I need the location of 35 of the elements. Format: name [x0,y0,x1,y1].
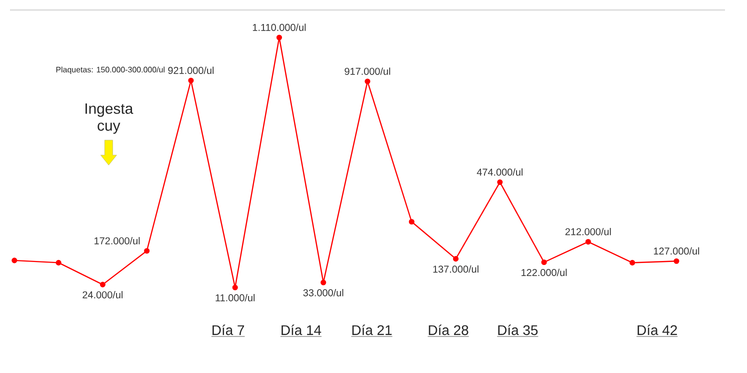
data-label: 921.000/ul [168,66,214,74]
data-label: 122.000/ul [522,268,567,276]
data-label: 24.000/ul [82,291,123,298]
point [408,218,414,225]
point [452,256,459,262]
point [232,284,238,290]
data-label: 212.000/ul [565,228,611,236]
point [56,260,62,266]
text: Día 35 [498,324,538,336]
text: Día 7 [212,324,244,336]
point [364,78,370,84]
data-label: 172.000/ul [94,237,140,244]
point [541,259,547,266]
data-label: 127.000/ul [654,247,700,255]
data-label: 33.000/ul [303,289,344,296]
point [585,238,591,245]
point [630,260,636,266]
text: Día 21 [352,324,392,336]
annotation: Ingesta cuy [86,103,134,134]
text: Día 28 [428,324,468,336]
point [320,280,326,286]
point [497,179,503,185]
point [188,78,194,84]
point [144,248,150,254]
point [100,282,106,288]
data-label: 137.000/ul [433,265,478,273]
point [674,258,680,264]
point [276,34,282,40]
text: Día 42 [638,324,677,336]
data-label: 917.000/ul [344,68,390,75]
text: Día 14 [282,324,322,336]
data-label: 11.000/ul [216,294,255,302]
data-label: 474.000/ul [476,168,523,176]
point [12,258,18,264]
data-label: 1.110.000/ul [252,24,306,31]
